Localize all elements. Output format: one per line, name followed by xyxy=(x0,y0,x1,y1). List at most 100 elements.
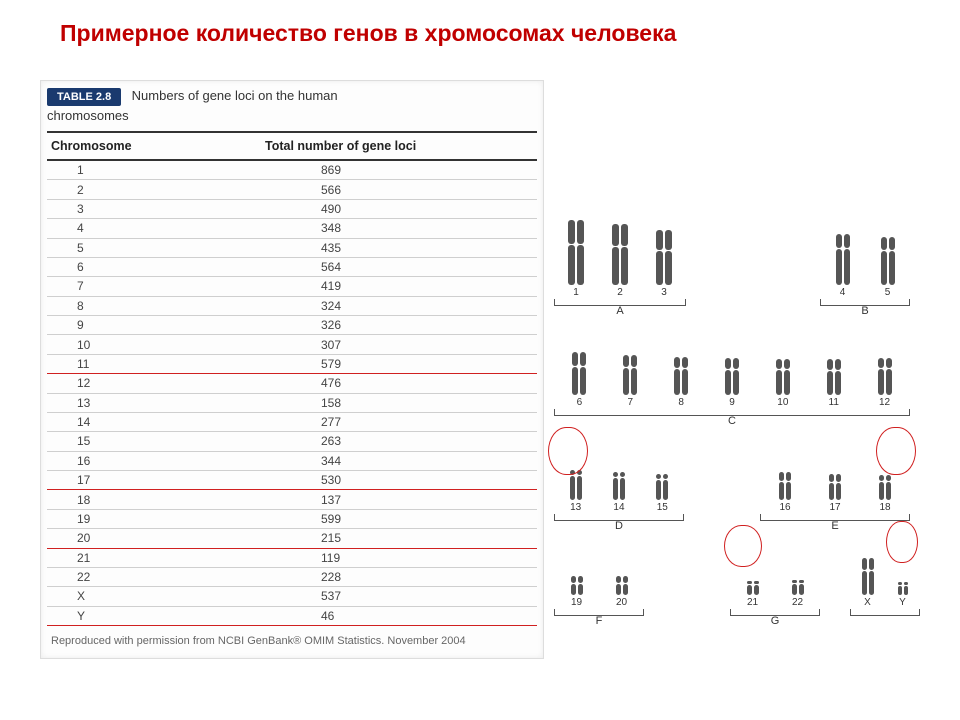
cell-loci: 263 xyxy=(261,432,537,451)
chromosome-number: 3 xyxy=(642,287,686,298)
cell-loci: 46 xyxy=(261,606,537,625)
cell-loci: 344 xyxy=(261,451,537,470)
cell-loci: 326 xyxy=(261,316,537,335)
chromosome-number: 20 xyxy=(599,597,644,608)
cell-chromosome: 22 xyxy=(47,567,261,586)
table-row: 5435 xyxy=(47,238,537,257)
group-label: D xyxy=(554,520,684,532)
chromosome-number: 4 xyxy=(820,287,865,298)
caption-l2: chromosomes xyxy=(47,108,537,123)
table-row: 11579 xyxy=(47,354,537,373)
chromosome-pair xyxy=(571,576,583,595)
chromosome-pair xyxy=(656,474,668,500)
table-row: 19599 xyxy=(47,509,537,528)
chromosome-number: X xyxy=(850,597,885,608)
table-row: 3490 xyxy=(47,199,537,218)
chromosome-number: 7 xyxy=(605,397,656,408)
cell-loci: 530 xyxy=(261,471,537,490)
cell-chromosome: 3 xyxy=(47,199,261,218)
table-row: 7419 xyxy=(47,277,537,296)
cell-chromosome: Y xyxy=(47,606,261,625)
cell-loci: 307 xyxy=(261,335,537,354)
chromosome-pair xyxy=(878,358,892,395)
cell-loci: 566 xyxy=(261,180,537,199)
chromosome-number: 5 xyxy=(865,287,910,298)
table-badge: TABLE 2.8 xyxy=(47,88,121,106)
table-row: 18137 xyxy=(47,490,537,509)
table-row: 9326 xyxy=(47,316,537,335)
table-row: 15263 xyxy=(47,432,537,451)
chromosome-number: 16 xyxy=(760,502,810,513)
chromosome-pair xyxy=(862,558,874,595)
cell-chromosome: 12 xyxy=(47,374,261,393)
chromosome-pair xyxy=(827,359,841,395)
cell-loci: 119 xyxy=(261,548,537,567)
table-source: Reproduced with permission from NCBI Gen… xyxy=(47,634,537,648)
chromosome-pair xyxy=(613,472,625,500)
chromosome-number: 2 xyxy=(598,287,642,298)
slide-title: Примерное количество генов в хромосомах … xyxy=(0,0,960,47)
group-label: A xyxy=(554,305,686,317)
cell-loci: 537 xyxy=(261,587,537,606)
table-row: 21119 xyxy=(47,548,537,567)
chromosome-pair xyxy=(616,576,628,595)
chromosome-number: 21 xyxy=(730,597,775,608)
chromosome-pair xyxy=(725,358,739,395)
chromosome-number: 14 xyxy=(597,502,640,513)
cell-chromosome: 19 xyxy=(47,509,261,528)
table-row: 10307 xyxy=(47,335,537,354)
cell-chromosome: 17 xyxy=(47,471,261,490)
chromosome-pair xyxy=(572,352,586,395)
col-chromosome: Chromosome xyxy=(47,132,261,160)
chromosome-pair xyxy=(879,475,891,500)
cell-chromosome: 15 xyxy=(47,432,261,451)
caption-l1: Numbers of gene loci on the human xyxy=(132,88,338,103)
chromosome-pair xyxy=(829,474,841,500)
cell-chromosome: 2 xyxy=(47,180,261,199)
chromosome-pair xyxy=(674,357,688,395)
highlight-circle xyxy=(724,525,762,567)
cell-chromosome: 8 xyxy=(47,296,261,315)
chromosome-number: 19 xyxy=(554,597,599,608)
table-row: 12476 xyxy=(47,374,537,393)
highlight-circle xyxy=(876,427,916,475)
cell-chromosome: 21 xyxy=(47,548,261,567)
table-row: 1869 xyxy=(47,160,537,180)
cell-chromosome: 1 xyxy=(47,160,261,180)
cell-loci: 490 xyxy=(261,199,537,218)
cell-chromosome: 18 xyxy=(47,490,261,509)
cell-chromosome: 16 xyxy=(47,451,261,470)
chromosome-number: 8 xyxy=(656,397,707,408)
cell-loci: 215 xyxy=(261,529,537,548)
cell-chromosome: 10 xyxy=(47,335,261,354)
chromosome-pair xyxy=(779,472,791,500)
group-label: C xyxy=(554,415,910,427)
cell-loci: 158 xyxy=(261,393,537,412)
group-label: B xyxy=(820,305,910,317)
chromosome-number: 12 xyxy=(859,397,910,408)
gene-loci-table: TABLE 2.8 Numbers of gene loci on the hu… xyxy=(40,80,544,659)
table-row: 22228 xyxy=(47,567,537,586)
chromosome-number: 11 xyxy=(808,397,859,408)
chromosome-pair xyxy=(776,359,790,395)
karyotype-diagram: 123A45B6789101112C131415D161718E1920F212… xyxy=(540,215,950,635)
chromosome-number: 13 xyxy=(554,502,597,513)
table-row: 14277 xyxy=(47,412,537,431)
cell-loci: 277 xyxy=(261,412,537,431)
cell-chromosome: X xyxy=(47,587,261,606)
cell-loci: 564 xyxy=(261,257,537,276)
chromosome-number: 6 xyxy=(554,397,605,408)
highlight-circle xyxy=(886,521,918,563)
cell-loci: 476 xyxy=(261,374,537,393)
chromosome-number: Y xyxy=(885,597,920,608)
cell-chromosome: 4 xyxy=(47,219,261,238)
table-row: Y46 xyxy=(47,606,537,625)
chromosome-number: 9 xyxy=(707,397,758,408)
table-row: 6564 xyxy=(47,257,537,276)
chromosome-pair xyxy=(836,234,850,285)
col-loci: Total number of gene loci xyxy=(261,132,537,160)
table-caption: Numbers of gene loci on the human chromo… xyxy=(47,88,537,123)
chromosome-number: 22 xyxy=(775,597,820,608)
table-row: 8324 xyxy=(47,296,537,315)
table-row: 2566 xyxy=(47,180,537,199)
